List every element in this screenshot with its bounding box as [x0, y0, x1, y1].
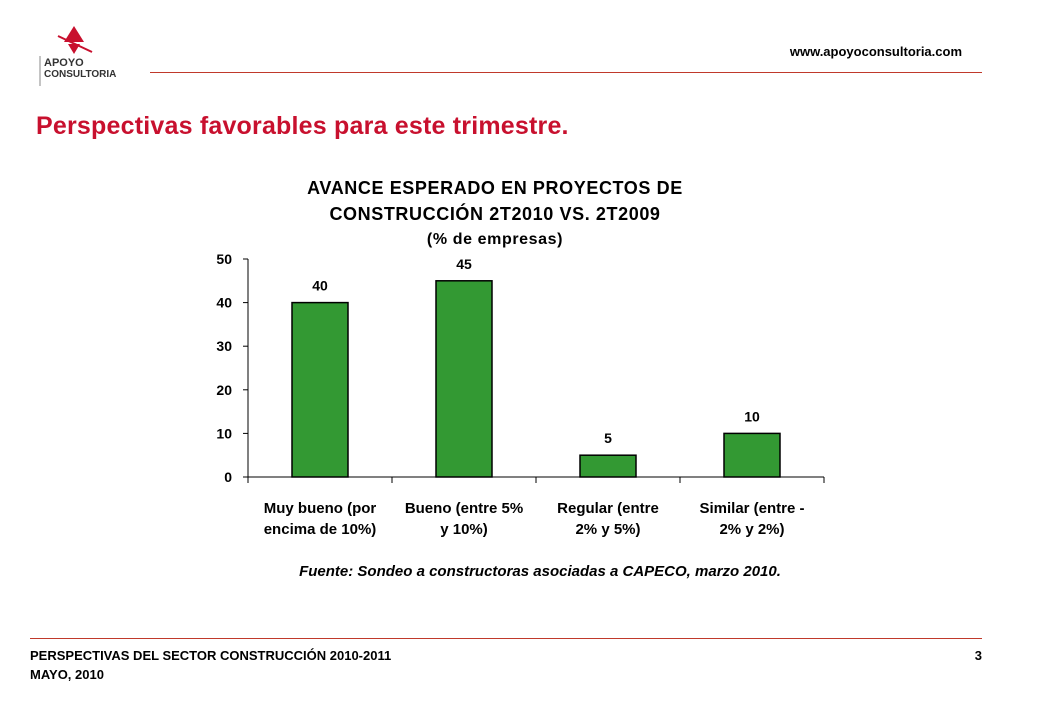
y-tick-label: 0: [224, 469, 232, 485]
header-divider: [150, 72, 982, 73]
y-tick-label: 40: [216, 295, 232, 311]
data-label: 45: [456, 256, 472, 272]
chart-title-line1: AVANCE ESPERADO EN PROYECTOS DE: [307, 178, 683, 198]
y-tick-label: 10: [216, 425, 232, 441]
logo-mark-icon: APOYO CONSULTORIA: [39, 26, 116, 86]
y-tick-label: 50: [216, 251, 232, 267]
x-category-label: Similar (entre -: [699, 500, 804, 517]
bar: [435, 280, 493, 478]
slide-title: Perspectivas favorables para este trimes…: [36, 112, 569, 140]
footer-divider: [30, 638, 982, 639]
data-label: 40: [312, 278, 328, 294]
x-category-label: Bueno (entre 5%: [405, 500, 523, 517]
bar: [579, 454, 637, 478]
svg-text:APOYO: APOYO: [44, 57, 84, 69]
chart-title-line2: CONSTRUCCIÓN 2T2010 VS. 2T2009: [329, 204, 661, 224]
x-category-label: 2% y 2%): [719, 521, 784, 538]
source-note: Fuente: Sondeo a constructoras asociadas…: [299, 563, 781, 580]
bar: [723, 432, 781, 478]
footer-title: PERSPECTIVAS DEL SECTOR CONSTRUCCIÓN 201…: [30, 648, 392, 663]
svg-text:CONSULTORIA: CONSULTORIA: [44, 69, 116, 80]
y-tick-label: 30: [216, 338, 232, 354]
x-category-label: Muy bueno (por: [264, 500, 377, 517]
chart-subtitle: (% de empresas): [426, 231, 564, 248]
data-label: 10: [744, 408, 760, 424]
apoyo-logo: APOYO CONSULTORIA: [36, 24, 146, 90]
bar-chart-svg: 0 10 20 30 40 50 40 Muy bueno (por encima de 10%…: [216, 251, 825, 538]
bar: [291, 301, 349, 478]
bar-chart: 0 10 20 30 40 50 40 Muy bueno (por encima de 10%…: [200, 248, 840, 548]
chart-title: AVANCE ESPERADO EN PROYECTOS DE CONSTRUC…: [240, 175, 750, 253]
footer-date: MAYO, 2010: [30, 667, 104, 682]
x-category-label: 2% y 5%): [575, 521, 640, 538]
y-tick-label: 20: [216, 382, 232, 398]
page-number: 3: [974, 648, 982, 663]
x-category-label: encima de 10%): [264, 521, 377, 538]
data-label: 5: [604, 430, 612, 446]
x-category-label: Regular (entre: [557, 500, 659, 517]
x-category-label: y 10%): [440, 521, 488, 538]
website-link[interactable]: www.apoyoconsultoria.com: [789, 44, 962, 59]
